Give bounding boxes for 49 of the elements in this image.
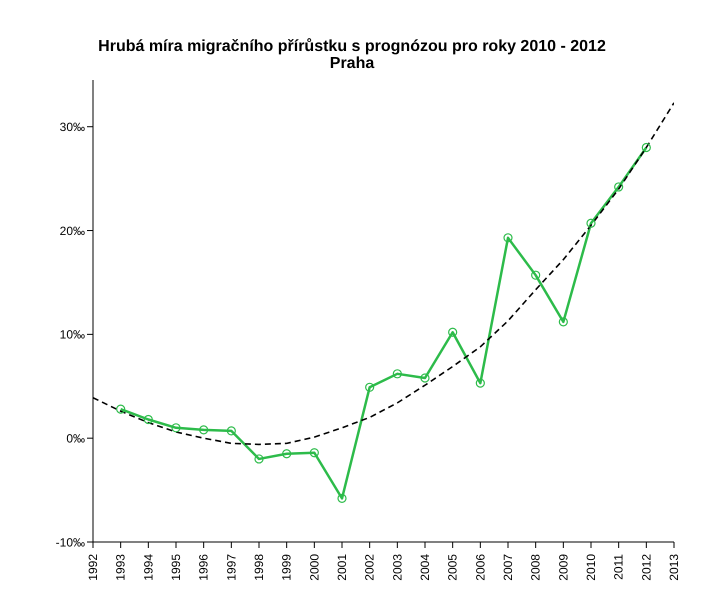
x-tick-label: 2013 (667, 554, 681, 581)
point (144, 414, 153, 424)
point (365, 382, 374, 392)
point (337, 494, 347, 503)
point (310, 448, 319, 458)
x-tick-label: 1997 (224, 554, 238, 581)
chart-subtitle: Praha (328, 55, 376, 72)
x-tick-label: 2010 (584, 554, 598, 581)
point (531, 270, 540, 280)
x-tick-label: 2004 (418, 554, 432, 581)
x-tick-label: 2007 (501, 554, 515, 581)
x-tick-label: 1992 (86, 554, 100, 581)
x-tick-label: 2009 (556, 554, 570, 581)
point (282, 449, 292, 458)
x-tick-label: 2001 (335, 554, 349, 581)
x-tick-label: 2003 (390, 554, 404, 581)
point (503, 233, 513, 242)
point (642, 142, 651, 152)
x-tick-label: 1996 (196, 554, 211, 581)
x-tick-label: 2006 (473, 554, 488, 581)
x-tick-label: 1999 (280, 554, 294, 581)
x-tick-label: 2005 (446, 554, 460, 581)
x-tick-label: 2008 (528, 554, 543, 581)
point (614, 182, 624, 192)
x-tick-label: 2000 (307, 554, 322, 581)
chart-title: Hrubá míra migračního přírůstku s prognózou pro roky 2010 - 2012 (97, 38, 607, 55)
point (558, 317, 568, 326)
x-tick-label: 1994 (141, 554, 156, 581)
y-tick-label: -10‰ (56, 535, 85, 550)
x-tick-label: 1998 (252, 554, 266, 581)
point (448, 328, 458, 337)
y-tick-label: 0‰ (66, 431, 85, 446)
point (586, 218, 596, 228)
point (392, 369, 402, 378)
y-tick-label: 10‰ (60, 328, 85, 342)
point (476, 378, 485, 388)
point (199, 425, 208, 434)
x-tick-label: 2002 (362, 554, 377, 581)
point (420, 373, 430, 383)
x-tick-label: 2012 (639, 554, 654, 581)
y-tick-label: 30‰ (60, 120, 85, 134)
x-tick-label: 1995 (169, 554, 183, 581)
point (171, 423, 181, 432)
point (226, 426, 236, 436)
y-tick-label: 20‰ (60, 224, 85, 238)
point (116, 404, 126, 414)
x-tick-label: 2011 (612, 554, 626, 580)
point (254, 454, 264, 464)
x-tick-label: 1993 (114, 554, 128, 581)
